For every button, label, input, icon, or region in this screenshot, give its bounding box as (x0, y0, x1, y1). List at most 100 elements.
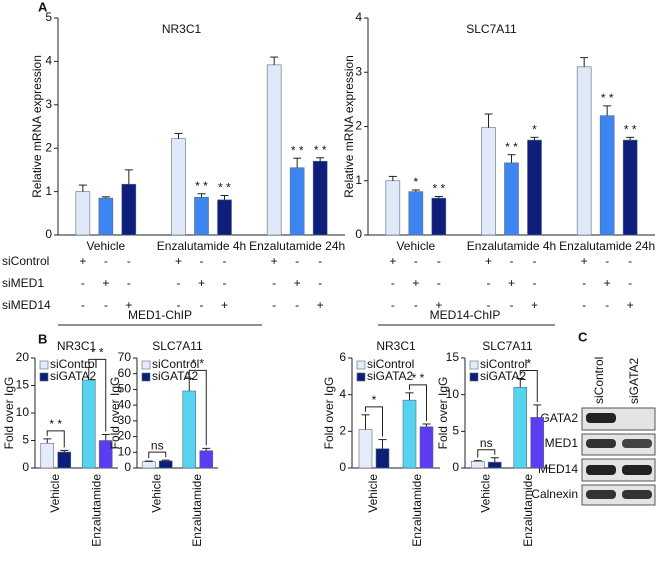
treatment-mark: - (391, 276, 395, 290)
significance: * * (49, 417, 62, 431)
treatment-mark: - (533, 276, 537, 290)
treatment-mark: - (272, 276, 276, 290)
y-tick-label: 20 (16, 350, 30, 364)
blot-band (586, 439, 616, 448)
error-bar (185, 377, 194, 391)
x-tick-label: Vehicle (478, 474, 492, 513)
treatment-mark: - (414, 254, 418, 268)
y-tick-label: 0 (124, 460, 131, 474)
bar (504, 162, 519, 236)
error-bar (220, 195, 229, 200)
bar (622, 139, 638, 236)
error-bar (361, 414, 370, 430)
treatment-mark: - (487, 298, 491, 312)
blot-band (586, 490, 616, 499)
significance: * (526, 357, 531, 371)
significance: * (532, 123, 537, 137)
y-tick-label: 1 (355, 173, 362, 187)
legend-label: siGATA2 (152, 369, 199, 383)
chart-title: NR3C1 (162, 22, 202, 36)
treatment-mark: - (81, 276, 85, 290)
legend-label: siControl (152, 357, 199, 371)
treatment-mark: + (435, 298, 442, 312)
blot-row-label: MED14 (538, 462, 578, 476)
x-tick-label: Enzalutamide 24h (559, 239, 655, 253)
treatment-mark: + (198, 276, 205, 290)
treatment-mark: - (81, 298, 85, 312)
legend-label: siGATA2 (480, 369, 527, 383)
x-tick-label: Enzalutamide (410, 474, 424, 547)
blot-band (586, 413, 616, 423)
bar (141, 461, 156, 469)
legend-label: siControl (480, 357, 527, 371)
treatment-mark: + (79, 254, 86, 268)
blot-band (622, 439, 652, 448)
treatment-mark: - (605, 254, 609, 268)
bar (385, 180, 401, 236)
error-bar (434, 195, 443, 199)
error-bar (43, 438, 52, 444)
treatment-mark: - (510, 254, 514, 268)
bar (576, 66, 592, 236)
y-tick-label: 0 (355, 227, 362, 241)
significance: * * (314, 143, 327, 157)
chart-title: NR3C1 (376, 339, 416, 353)
y-tick-label: 15 (446, 350, 460, 364)
y-tick-label: 6 (339, 350, 346, 364)
y-tick-label: 0 (339, 460, 346, 474)
bar (158, 460, 173, 469)
treatment-mark: + (389, 254, 396, 268)
bar (57, 451, 72, 469)
y-tick-label: 5 (22, 433, 29, 447)
treatment-mark: - (391, 298, 395, 312)
error-bar (60, 449, 69, 453)
chart-title: SLC7A11 (466, 22, 517, 36)
error-bar (316, 157, 325, 162)
y-tick-label: 5 (45, 10, 52, 24)
treatment-mark: - (200, 254, 204, 268)
bar (431, 197, 447, 236)
treatment-mark: - (127, 254, 131, 268)
legend-label: siControl (367, 357, 414, 371)
y-tick-label: 2 (339, 424, 346, 438)
bar (40, 442, 55, 469)
treatment-mark: - (533, 254, 537, 268)
y-tick-label: 4 (355, 10, 362, 24)
error-bar (516, 378, 525, 388)
treatment-mark: + (271, 254, 278, 268)
significance: * (372, 393, 377, 407)
x-tick-label: Enzalutamide (521, 474, 535, 547)
significance-bracket (477, 449, 496, 458)
y-axis-label: Relative mRNA expression (342, 55, 356, 198)
y-tick-label: 50 (118, 382, 132, 396)
error-bar (388, 175, 397, 181)
error-bar (473, 460, 482, 462)
bar (487, 461, 502, 469)
treatment-mark: - (295, 254, 299, 268)
western-blot: siControl siGATA2 GATA2 MED1 MED14 Calne… (531, 357, 656, 506)
error-bar (490, 457, 499, 463)
error-bar (161, 459, 170, 461)
error-bar (507, 154, 516, 163)
blot-band (586, 465, 616, 475)
bar (98, 197, 114, 236)
error-bar (626, 136, 635, 141)
bar (358, 429, 373, 469)
significance: ns (151, 438, 164, 452)
significance-bracket (365, 406, 383, 437)
bar (289, 167, 305, 236)
y-tick-label: 20 (118, 429, 132, 443)
y-tick-label: 60 (118, 366, 132, 380)
treatment-mark: + (604, 276, 611, 290)
bar (402, 399, 417, 469)
significance-bracket (148, 451, 167, 459)
treatment-mark: + (531, 298, 538, 312)
error-bar (197, 193, 206, 198)
bar (312, 160, 328, 236)
y-tick-label: 5 (452, 424, 459, 438)
chart-title: NR3C1 (57, 339, 97, 353)
error-bar (293, 157, 302, 168)
x-tick-label: Enzalutamide 4h (157, 239, 246, 253)
